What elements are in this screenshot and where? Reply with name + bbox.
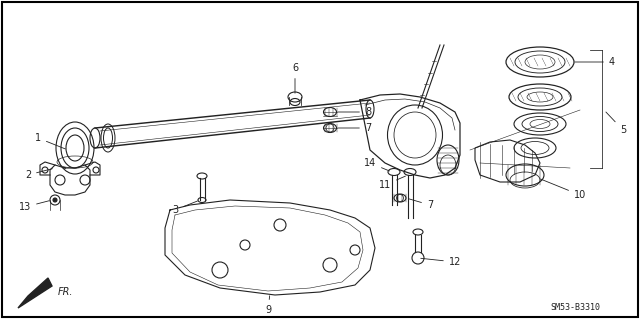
- Circle shape: [53, 198, 57, 202]
- Text: 9: 9: [265, 296, 271, 315]
- Text: 10: 10: [541, 179, 586, 200]
- Text: FR.: FR.: [58, 287, 74, 297]
- Polygon shape: [18, 278, 52, 308]
- Text: 4: 4: [575, 57, 615, 67]
- Text: SM53-B3310: SM53-B3310: [550, 303, 600, 313]
- Text: 14: 14: [364, 158, 389, 171]
- Text: 12: 12: [420, 257, 461, 267]
- Text: 6: 6: [292, 63, 298, 93]
- Text: 11: 11: [379, 176, 406, 190]
- Text: 2: 2: [25, 169, 52, 180]
- Text: 3: 3: [172, 201, 197, 215]
- Text: 5: 5: [606, 112, 626, 135]
- Text: 13: 13: [19, 201, 49, 212]
- Text: 7: 7: [338, 123, 371, 133]
- Text: 8: 8: [338, 107, 371, 117]
- Text: 1: 1: [35, 133, 65, 149]
- Polygon shape: [475, 140, 540, 182]
- Text: 7: 7: [409, 199, 433, 210]
